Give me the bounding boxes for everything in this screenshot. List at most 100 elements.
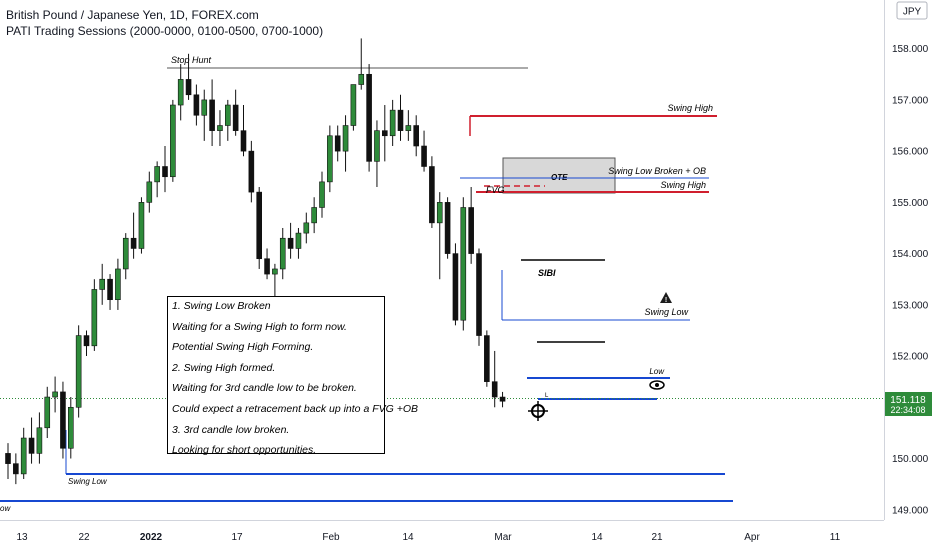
candle-body [436,202,443,224]
annotation-line: 1. Swing Low Broken [172,300,271,312]
candle-body [115,268,121,301]
annotation-line: Could expect a retracement back up into … [172,402,419,415]
candle [484,330,490,387]
candle-body [83,335,90,347]
candle-body [327,135,333,183]
candles-group [5,38,506,485]
candle [429,156,435,228]
candle [225,99,231,141]
candle-body [381,130,388,137]
candle [389,99,396,147]
candle [240,105,247,157]
candle-body [295,232,302,249]
y-tick-label: 157.000 [892,95,929,106]
candle-body [287,237,294,249]
price-tag-value: 151.118 [890,395,926,406]
y-tick-label: 149.000 [892,505,929,516]
candle [83,330,90,357]
candle [264,248,270,280]
small-l-label: L [545,393,549,399]
candle-body [421,145,427,167]
candle-body [162,166,168,178]
candle [68,397,74,459]
fvg-label: FVG [486,185,505,195]
candle [170,99,176,182]
candle-body [138,202,145,249]
x-tick-label: 14 [591,532,603,543]
candle-body [99,278,105,290]
eye-icon[interactable] [649,380,665,390]
x-tick-label: Apr [744,532,760,543]
candle-body [468,207,474,254]
candle [248,140,255,203]
price-tag-countdown: 22:34:08 [890,405,925,415]
candle [201,89,208,141]
candle [491,350,498,408]
y-tick-label: 150.000 [892,454,929,465]
candle-body [36,427,43,454]
crosshair-target-icon[interactable] [528,401,548,421]
candle [256,186,263,269]
candle [279,227,286,280]
candle [193,84,200,126]
candle [405,110,412,141]
annotation-box[interactable]: 1. Swing Low Broken Waiting for a Swing … [167,296,419,456]
candle-body [491,381,498,398]
candle [177,64,184,121]
candle [444,197,451,259]
swing-high-label-1: Swing High [667,103,713,113]
candle [217,110,223,147]
candle-body [5,453,11,464]
candle [13,453,19,485]
swing-high-label-2: Swing High [660,180,706,190]
indicator-legend[interactable]: PATI Trading Sessions (2000-0000, 0100-0… [6,24,324,38]
x-tick-label: Feb [322,532,340,543]
candle-body [429,166,435,224]
candle-body [460,207,467,321]
x-tick-label: 13 [16,532,28,543]
candle-body [366,73,372,162]
y-tick-labels: 158.000 157.000 156.000 155.000 154.000 153.0… [892,44,929,516]
candle [303,212,310,244]
warning-icon[interactable] [660,292,672,303]
symbol-title[interactable]: British Pound / Japanese Yen, 1D, FOREX.… [6,8,259,22]
candle [185,53,192,100]
candle-body [413,125,420,147]
y-tick-label: 156.000 [892,147,929,158]
annotation-line: Waiting for a Swing High to form now. [172,320,347,333]
candle-body [185,79,192,96]
candle [91,279,98,351]
candle-body [358,73,365,85]
stop-hunt-label: Stop Hunt [171,55,212,65]
y-tick-label: 155.000 [892,198,929,209]
currency-badge[interactable] [896,1,928,20]
candle [499,391,506,408]
y-tick-label: 152.000 [892,352,929,363]
candle-body [130,237,137,249]
warning-glyph: ! [665,297,667,304]
annotation-line: 3. 3rd candle low broken. [172,423,290,436]
candle-body [225,104,231,126]
candle-body [177,79,184,106]
candle-body [201,99,208,116]
candle [468,186,474,264]
candle-body [272,268,278,275]
candle-body [452,253,459,321]
candle-body [52,391,58,398]
edge-label: ow [0,504,11,513]
candle [232,89,239,136]
candle-body [217,125,223,131]
candle [209,79,215,147]
x-tick-label: 21 [651,532,663,543]
y-tick-label: 153.000 [892,300,929,311]
candle-body [476,253,482,336]
candle-body [342,125,349,152]
candle [60,381,66,459]
candle-body [193,94,200,116]
candle [381,105,388,162]
candle-body [350,84,357,126]
candle-body [68,406,74,449]
x-tick-label: 22 [78,532,90,543]
candle-body [240,130,247,152]
